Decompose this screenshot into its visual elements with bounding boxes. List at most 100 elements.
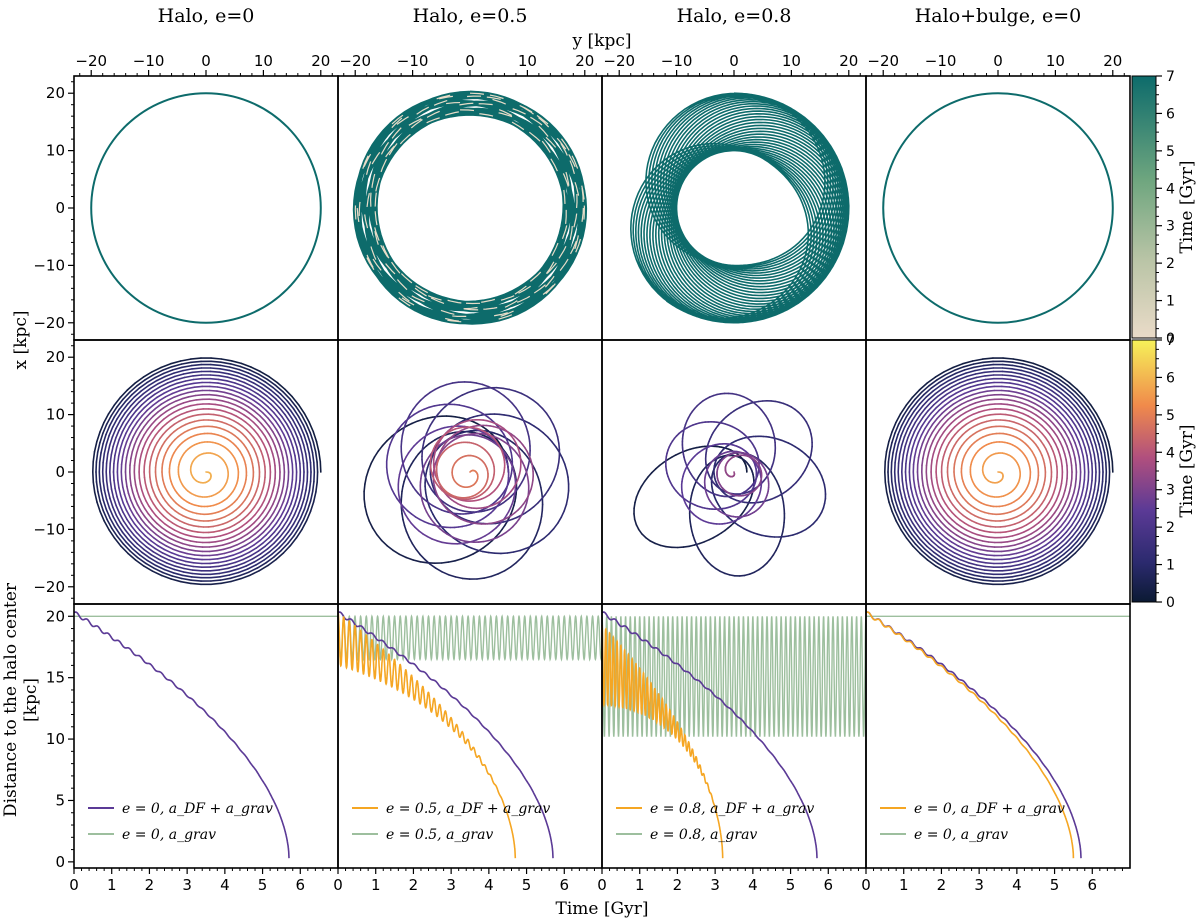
spiral-segment — [1036, 378, 1047, 384]
spiral-segment — [165, 426, 172, 432]
spiral-segment — [223, 391, 233, 396]
spiral-segment — [922, 484, 926, 494]
spiral-segment — [260, 450, 264, 458]
spiral-segment — [263, 419, 270, 428]
spiral-segment — [229, 366, 241, 371]
spiral-segment — [884, 450, 888, 463]
spiral-segment — [256, 392, 266, 400]
spiral-segment — [918, 485, 922, 495]
spiral-segment — [1075, 501, 1081, 511]
spiral-segment — [246, 502, 251, 509]
spiral-segment — [386, 471, 390, 480]
spiral-segment — [1040, 547, 1049, 554]
spiral-segment — [919, 538, 928, 548]
spiral-segment — [375, 533, 383, 542]
spiral-segment — [311, 451, 315, 464]
spiral-segment — [937, 545, 947, 553]
spiral-segment — [149, 382, 160, 390]
spiral-segment — [105, 414, 113, 426]
spiral-segment — [216, 390, 225, 394]
spiral-segment — [919, 552, 929, 561]
spiral-segment — [129, 477, 132, 487]
spiral-segment — [961, 555, 971, 561]
spiral-segment — [235, 378, 245, 384]
spiral-segment — [134, 376, 145, 384]
spiral-segment — [936, 523, 944, 531]
spiral-segment — [284, 533, 293, 543]
spiral-segment — [147, 531, 155, 539]
spiral-segment — [409, 408, 414, 416]
spiral-segment — [1090, 518, 1097, 529]
spiral-segment — [921, 550, 931, 559]
spiral-segment — [910, 421, 917, 432]
spiral-segment — [928, 520, 936, 529]
spiral-segment — [163, 369, 174, 375]
spiral-segment — [973, 395, 982, 400]
spiral-segment — [158, 395, 167, 402]
spiral-segment — [1001, 561, 1012, 565]
spiral-segment — [98, 452, 102, 464]
spiral-segment — [135, 403, 143, 412]
spiral-segment — [138, 406, 146, 415]
spiral-segment — [1093, 519, 1100, 531]
spiral-segment — [187, 390, 196, 394]
spiral-segment — [122, 414, 129, 424]
spiral-segment — [301, 519, 308, 531]
spiral-segment — [1057, 556, 1067, 564]
spiral-segment — [130, 499, 135, 508]
spiral-segment — [697, 548, 703, 555]
spiral-segment — [917, 434, 923, 444]
spiral-segment — [928, 378, 938, 387]
spiral-segment — [168, 526, 176, 532]
spiral-segment — [1071, 435, 1076, 444]
spiral-segment — [927, 423, 934, 432]
spiral-segment — [276, 451, 280, 460]
spiral-segment — [944, 550, 954, 557]
spiral-segment — [900, 529, 908, 540]
spiral-segment — [188, 544, 197, 548]
spiral-segment — [555, 467, 559, 476]
spiral-segment — [719, 570, 726, 575]
spiral-segment — [899, 404, 908, 415]
spiral-segment — [260, 422, 267, 430]
spiral-segment — [167, 411, 175, 417]
spiral-segment — [1069, 457, 1073, 467]
spiral-segment — [1008, 390, 1018, 394]
spiral-segment — [143, 565, 154, 573]
spiral-segment — [900, 416, 908, 427]
spiral-segment — [1100, 480, 1104, 492]
spiral-segment — [1055, 397, 1064, 406]
spiral-segment — [1013, 542, 1022, 546]
spiral-segment — [289, 536, 298, 547]
spiral-segment — [503, 566, 512, 572]
spiral-segment — [461, 577, 471, 580]
spiral-segment — [1001, 575, 1014, 579]
spiral-segment — [114, 487, 118, 498]
spiral-segment — [239, 406, 248, 412]
spiral-segment — [1074, 531, 1082, 540]
spiral-segment — [265, 556, 275, 564]
spiral-segment — [900, 507, 907, 518]
spiral-segment — [1009, 563, 1021, 568]
spiral-segment — [195, 398, 204, 401]
spiral-segment — [276, 484, 280, 493]
spiral-segment — [410, 522, 416, 528]
spiral-segment — [308, 421, 315, 433]
spiral-segment — [1081, 513, 1088, 524]
spiral-segment — [1029, 395, 1038, 401]
spiral-segment — [174, 373, 185, 378]
spiral-segment — [175, 376, 186, 381]
spiral-segment — [1079, 535, 1087, 545]
spiral-segment — [1064, 431, 1070, 439]
spiral-segment — [315, 440, 320, 453]
spiral-segment — [219, 533, 227, 537]
spiral-segment — [1087, 463, 1090, 473]
spiral-segment — [1076, 402, 1084, 412]
spiral-segment — [130, 484, 134, 494]
middle-orbit-panel-4 — [883, 357, 1114, 586]
spiral-segment — [1095, 412, 1102, 424]
spiral-segment — [941, 407, 949, 415]
spiral-segment — [953, 365, 965, 372]
spiral-segment — [902, 527, 911, 538]
spiral-segment — [275, 538, 284, 547]
